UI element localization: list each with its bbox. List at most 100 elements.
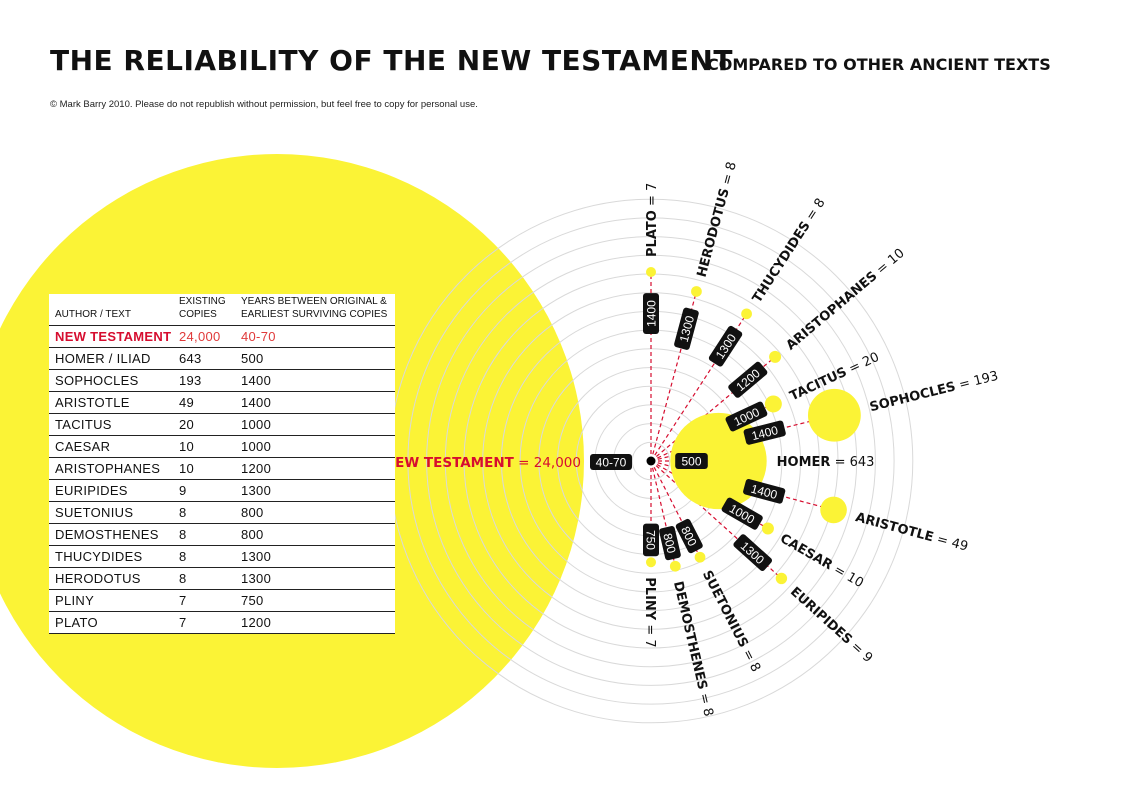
table-cell-years: 1300 (235, 479, 395, 502)
series-name: HOMER (777, 455, 831, 470)
spoke-line (650, 313, 748, 462)
series-name: NEW TESTAMENT (384, 455, 515, 471)
table-cell-years: 40-70 (235, 325, 395, 348)
data-point (820, 496, 847, 524)
table-row: HOMER / ILIAD 643 500 (49, 347, 395, 370)
badge-label: 800 (660, 532, 678, 555)
table-row: NEW TESTAMENT 24,000 40-70 (49, 325, 395, 348)
data-point (761, 522, 774, 535)
badge-bg (725, 401, 768, 432)
table-row: SUETONIUS 8 800 (49, 501, 395, 524)
table-row: TACITUS 20 1000 (49, 413, 395, 436)
data-point (691, 286, 702, 297)
series-name: DEMOSTHENES (670, 580, 710, 691)
table-cell-years: 500 (235, 347, 395, 370)
badge-bg (675, 453, 708, 469)
table-cell-years: 1000 (235, 413, 395, 436)
table-cell-author: HOMER / ILIAD (49, 347, 173, 370)
badge-bg (643, 293, 659, 334)
series-copies: = 8 (695, 688, 716, 718)
badge-bg (743, 420, 786, 445)
table-cell-author: NEW TESTAMENT (49, 325, 173, 348)
series-copies: = 7 (645, 183, 660, 210)
table-cell-author: SUETONIUS (49, 501, 173, 524)
year-badge: 750 (643, 523, 659, 557)
badge-bg (743, 478, 786, 504)
table-cell-author: TACITUS (49, 413, 173, 436)
table-cell-years: 1400 (235, 369, 395, 392)
series-copies: = 8 (737, 643, 763, 674)
table-cell-years: 1300 (235, 567, 395, 590)
table-cell-years: 800 (235, 501, 395, 524)
table-cell-copies: 8 (173, 523, 235, 546)
series-label: THUCYDIDES = 8 (750, 196, 829, 306)
series-name: PLINY (642, 577, 657, 621)
table-cell-years: 750 (235, 589, 395, 612)
year-badge: 800 (659, 525, 681, 561)
series-label: PLATO = 7 (645, 183, 660, 257)
series-copies: = 24,000 (514, 455, 581, 471)
series-label: ARISTOTLE = 49 (854, 510, 970, 554)
center-dot (646, 456, 656, 466)
badge-label: 1400 (645, 300, 659, 327)
series-name: ARISTOTLE (854, 510, 935, 545)
data-point (775, 572, 788, 585)
table-cell-years: 1200 (235, 611, 395, 634)
table-row: SOPHOCLES 193 1400 (49, 369, 395, 392)
table-cell-author: THUCYDIDES (49, 545, 173, 568)
badge-bg (674, 307, 699, 350)
table-cell-copies: 7 (173, 611, 235, 634)
table-cell-author: CAESAR (49, 435, 173, 458)
table-cell-copies: 9 (173, 479, 235, 502)
new-testament-label: NEW TESTAMENT = 24,000 (384, 455, 581, 471)
data-point (807, 388, 861, 442)
table-row: ARISTOPHANES 10 1200 (49, 457, 395, 480)
table-cell-copies: 8 (173, 501, 235, 524)
table-cell-years: 1400 (235, 391, 395, 414)
table-cell-copies: 49 (173, 391, 235, 414)
badge-bg (728, 361, 768, 398)
badge-label: 750 (644, 530, 658, 550)
nt-year-badge: 40-70 (590, 454, 632, 470)
grid-ring (426, 236, 876, 686)
series-label: PLINY = 7 (642, 577, 657, 647)
spoke-line (650, 460, 676, 567)
badge-bg (733, 534, 773, 571)
page-subtitle: COMPARED TO OTHER ANCIENT TEXTS (707, 55, 1051, 74)
year-badge: 1200 (728, 361, 768, 398)
header-years: YEARS BETWEEN ORIGINAL & EARLIEST SURVIV… (241, 296, 388, 320)
table-cell-copies: 193 (173, 369, 235, 392)
badge-label: 1400 (750, 423, 780, 443)
header-copies: EXISTING COPIES (179, 296, 226, 320)
table-cell-copies: 10 (173, 435, 235, 458)
data-point (764, 395, 782, 413)
badge-bg (721, 497, 763, 530)
year-badge: 1300 (674, 307, 699, 350)
badge-bg (659, 525, 681, 561)
series-copies: = 10 (827, 560, 865, 591)
year-badge: 1400 (743, 478, 786, 504)
series-label: ARISTOPHANES = 10 (784, 246, 908, 354)
table-row: EURIPIDES 9 1300 (49, 479, 395, 502)
table-cell-copies: 8 (173, 545, 235, 568)
table-row: PLINY 7 750 (49, 589, 395, 612)
series-label: DEMOSTHENES = 8 (670, 580, 716, 718)
copyright-notice: © Mark Barry 2010. Please do not republi… (50, 99, 478, 110)
table-cell-author: EURIPIDES (49, 479, 173, 502)
badge-bg (643, 523, 659, 557)
series-copies: = 10 (871, 246, 908, 280)
badge-label: 1300 (677, 314, 698, 344)
page-title: THE RELIABILITY OF THE NEW TESTAMENT (50, 44, 733, 77)
year-badge: 500 (675, 453, 708, 469)
table-cell-copies: 643 (173, 347, 235, 370)
series-label: SOPHOCLES = 193 (868, 369, 1000, 415)
table-cell-author: ARISTOPHANES (49, 457, 173, 480)
series-copies: = 7 (642, 620, 657, 647)
series-name: PLATO (645, 210, 660, 257)
badge-bg (590, 454, 632, 470)
series-copies: = 8 (801, 196, 829, 227)
series-copies: = 49 (931, 531, 969, 555)
data-point (769, 350, 782, 363)
data-point (645, 266, 657, 278)
table-row: HERODOTUS 8 1300 (49, 567, 395, 590)
